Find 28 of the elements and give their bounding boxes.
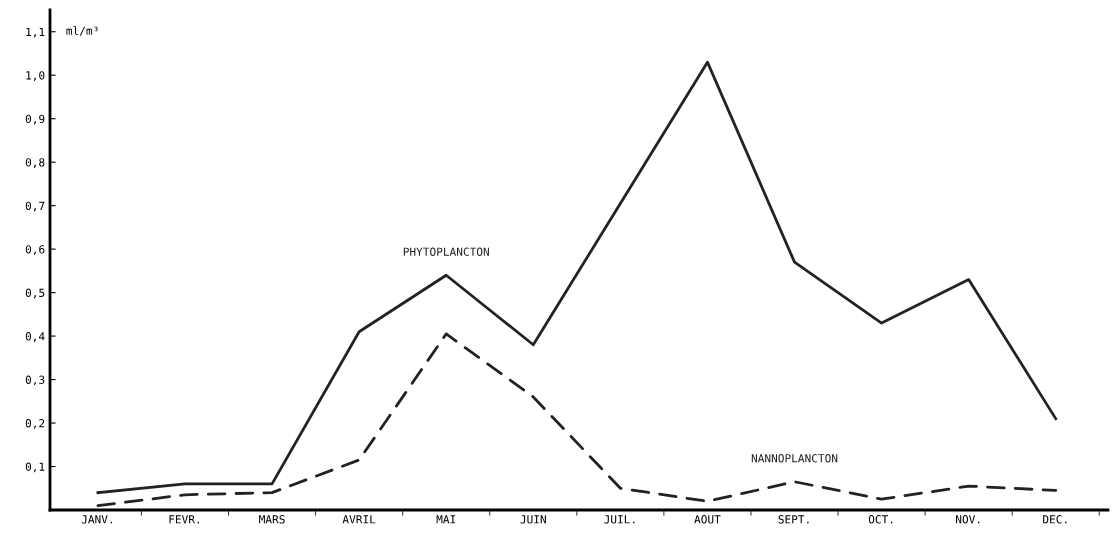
x-tick-label: AVRIL <box>342 515 376 524</box>
text: NANNOPLANCTON <box>751 454 838 463</box>
y-tick-label: 0,8 <box>25 158 45 168</box>
y-tick-label: 0,7 <box>25 201 45 212</box>
text: PHYTOPLANCTON <box>403 247 489 256</box>
x-tick-label: JANV. <box>81 515 112 524</box>
y-axis-title: ml/m³ <box>66 26 98 36</box>
x-tick-label: DEC. <box>1043 515 1067 524</box>
x-tick-label: SEPT. <box>778 515 809 524</box>
y-tick-label: 1,1 <box>26 27 45 38</box>
y-tick-label: 0,1 <box>25 462 45 473</box>
y-tick-label: 0,9 <box>25 114 45 125</box>
x-tick-label: JUIL. <box>604 515 635 524</box>
y-tick-label: 0,3 <box>25 375 45 386</box>
x-tick-label: AOUT <box>694 515 721 524</box>
x-tick-label: MARS <box>259 515 285 524</box>
x-tick-label: MAI <box>436 515 456 524</box>
x-tick-label: OCT. <box>868 515 893 524</box>
y-tick-label: 0,6 <box>25 245 45 255</box>
y-tick-label: 0,4 <box>25 332 45 342</box>
x-tick-label: JUIN <box>520 515 546 524</box>
line-series <box>96 60 1058 494</box>
x-tick-label: NOV. <box>956 515 980 524</box>
y-tick-label: 1,0 <box>26 71 45 82</box>
line-series <box>96 332 1058 508</box>
y-tick-label: 0,5 <box>25 288 45 299</box>
y-tick-label: 0,2 <box>25 419 45 429</box>
x-tick-label: FEVR. <box>169 515 200 524</box>
